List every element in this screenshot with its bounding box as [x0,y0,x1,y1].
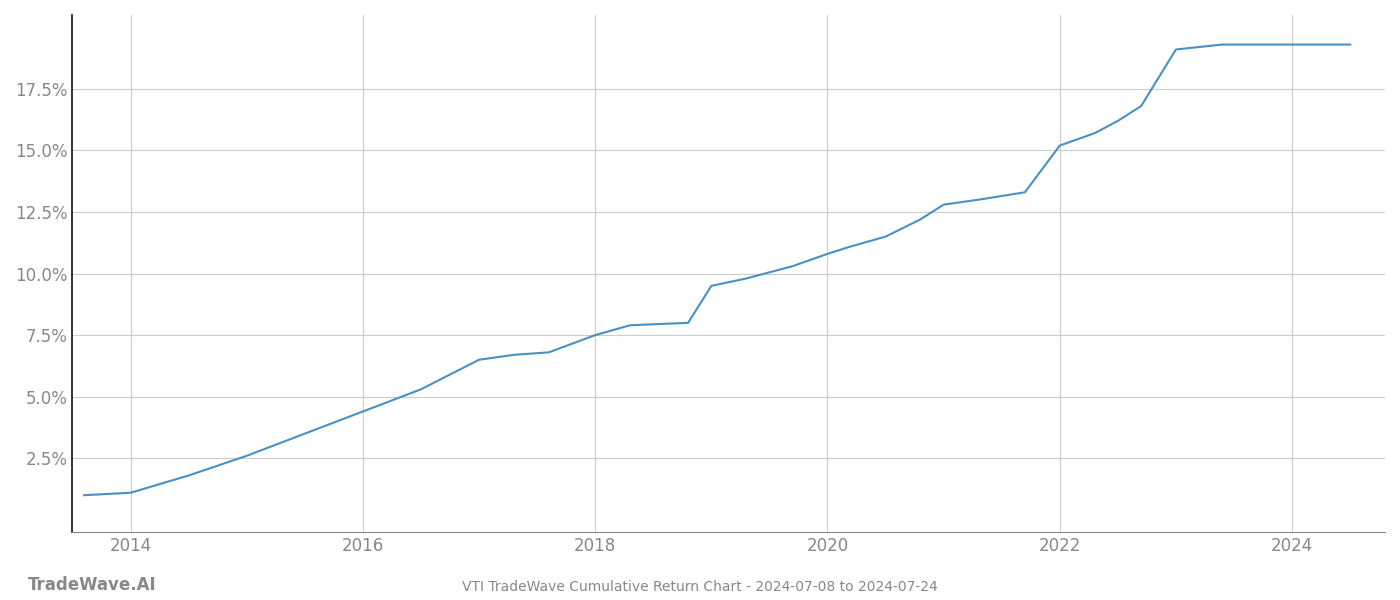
Text: TradeWave.AI: TradeWave.AI [28,576,157,594]
Text: VTI TradeWave Cumulative Return Chart - 2024-07-08 to 2024-07-24: VTI TradeWave Cumulative Return Chart - … [462,580,938,594]
